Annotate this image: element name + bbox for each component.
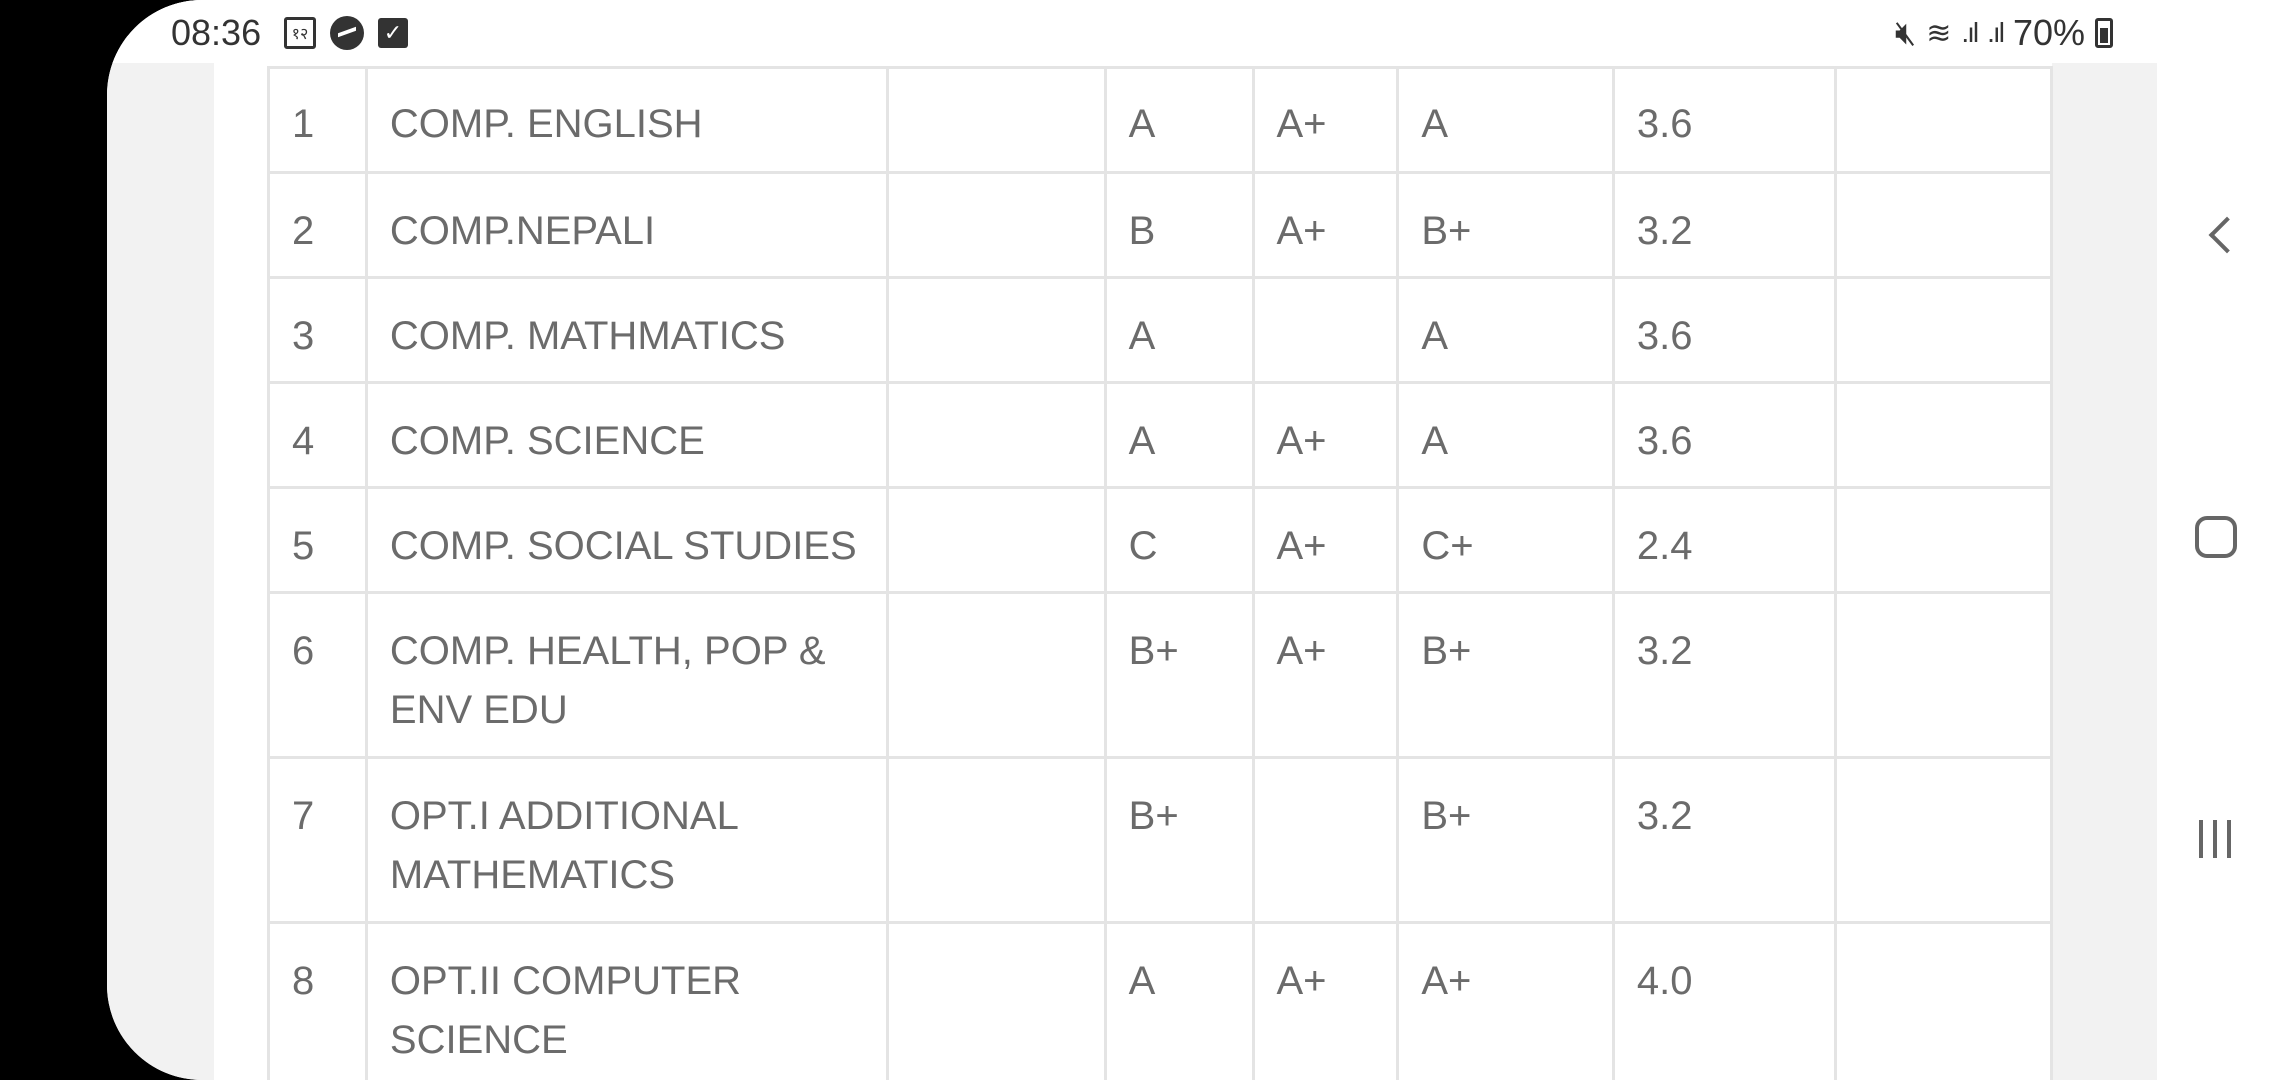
subject-cell: COMP. SCIENCE [364, 381, 890, 489]
status-right-icons: 🔇︎ ≋ .ıl .ıl 70% [1895, 12, 2113, 54]
results-table-body: 1 COMP. ENGLISH A A+ A 3.6 2 COMP.NEPALI B A+ B+ 3.… [267, 66, 2054, 1080]
serial-number-cell: 3 [267, 276, 368, 384]
final-grade-cell: A [1396, 381, 1615, 489]
table-row: 8 OPT.II COMPUTER SCIENCE A A+ A+ 4.0 [267, 921, 2054, 1080]
blank-cell [886, 921, 1107, 1080]
blank-cell [886, 381, 1107, 489]
navigation-bar [2157, 0, 2280, 1080]
theory-grade-cell: A [1103, 921, 1255, 1080]
theory-grade-cell: B+ [1103, 591, 1255, 759]
table-row: 2 COMP.NEPALI B A+ B+ 3.2 [267, 171, 2054, 279]
theory-grade-cell: A [1103, 381, 1255, 489]
serial-number-cell: 8 [267, 921, 368, 1080]
table-row: 1 COMP. ENGLISH A A+ A 3.6 [267, 66, 2054, 174]
phone-screen: 1 COMP. ENGLISH A A+ A 3.6 2 COMP.NEPALI B A+ B+ 3.… [107, 0, 2157, 1080]
subject-cell: COMP. SOCIAL STUDIES [364, 486, 890, 594]
grade-point-cell: 3.6 [1611, 276, 1837, 384]
grade-point-cell: 2.4 [1611, 486, 1837, 594]
battery-percent: 70% [2012, 12, 2085, 53]
final-grade-cell: B+ [1396, 756, 1615, 924]
grade-point-cell: 3.6 [1611, 66, 1837, 174]
practical-grade-cell [1251, 276, 1400, 384]
remarks-cell [1833, 66, 2054, 174]
mute-icon: 🔇︎ [1894, 13, 1917, 52]
signal-icon: .ıl [1987, 17, 2005, 48]
home-button[interactable] [2195, 516, 2237, 558]
theory-grade-cell: B+ [1103, 756, 1255, 924]
final-grade-cell: A [1396, 66, 1615, 174]
remarks-cell [1833, 921, 2054, 1080]
status-time: 08:36 [171, 12, 262, 53]
page-content: 1 COMP. ENGLISH A A+ A 3.6 2 COMP.NEPALI B A+ B+ 3.… [214, 0, 2054, 1080]
results-table: 1 COMP. ENGLISH A A+ A 3.6 2 COMP.NEPALI B A+ B+ 3.… [267, 66, 2054, 1080]
grade-point-cell: 3.2 [1611, 756, 1837, 924]
remarks-cell [1833, 756, 2054, 924]
practical-grade-cell [1251, 756, 1400, 924]
recents-button[interactable] [2199, 820, 2231, 858]
blank-cell [886, 756, 1107, 924]
blank-cell [886, 171, 1107, 279]
battery-icon [2095, 18, 2113, 48]
remarks-cell [1833, 171, 2054, 279]
table-row: 4 COMP. SCIENCE A A+ A 3.6 [267, 381, 2054, 489]
serial-number-cell: 7 [267, 756, 368, 924]
signal-icon: .ıl [1961, 17, 1979, 48]
table-row: 7 OPT.I ADDITIONAL MATHEMATICS B+ B+ 3.2 [267, 756, 2054, 924]
serial-number-cell: 2 [267, 171, 368, 279]
remarks-cell [1833, 276, 2054, 384]
serial-number-cell: 1 [267, 66, 368, 174]
subject-cell: COMP. HEALTH, POP & ENV EDU [364, 591, 890, 759]
subject-cell: COMP.NEPALI [364, 171, 890, 279]
blank-cell [886, 486, 1107, 594]
remarks-cell [1833, 486, 2054, 594]
blank-cell [886, 591, 1107, 759]
serial-number-cell: 5 [267, 486, 368, 594]
subject-cell: COMP. MATHMATICS [364, 276, 890, 384]
grade-point-cell: 3.6 [1611, 381, 1837, 489]
remarks-cell [1833, 591, 2054, 759]
status-bar: 08:36 १२ ✓ 🔇︎ ≋ .ıl .ıl 70% [107, 0, 2157, 63]
theory-grade-cell: B [1103, 171, 1255, 279]
back-button[interactable] [2206, 216, 2236, 256]
practical-grade-cell: A+ [1251, 591, 1400, 759]
final-grade-cell: C+ [1396, 486, 1615, 594]
final-grade-cell: A [1396, 276, 1615, 384]
grade-point-cell: 4.0 [1611, 921, 1837, 1080]
status-left-icons: १२ ✓ [284, 16, 408, 50]
checkbox-app-icon: ✓ [378, 18, 408, 48]
final-grade-cell: B+ [1396, 171, 1615, 279]
serial-number-cell: 4 [267, 381, 368, 489]
practical-grade-cell: A+ [1251, 66, 1400, 174]
messenger-icon [330, 16, 364, 50]
subject-cell: OPT.II COMPUTER SCIENCE [364, 921, 890, 1080]
grade-point-cell: 3.2 [1611, 171, 1837, 279]
grade-point-cell: 3.2 [1611, 591, 1837, 759]
table-row: 5 COMP. SOCIAL STUDIES C A+ C+ 2.4 [267, 486, 2054, 594]
subject-cell: COMP. ENGLISH [364, 66, 890, 174]
subject-cell: OPT.I ADDITIONAL MATHEMATICS [364, 756, 890, 924]
theory-grade-cell: C [1103, 486, 1255, 594]
table-row: 6 COMP. HEALTH, POP & ENV EDU B+ A+ B+ 3.2 [267, 591, 2054, 759]
practical-grade-cell: A+ [1251, 171, 1400, 279]
practical-grade-cell: A+ [1251, 381, 1400, 489]
browser-page: 1 COMP. ENGLISH A A+ A 3.6 2 COMP.NEPALI B A+ B+ 3.… [107, 0, 2157, 1080]
theory-grade-cell: A [1103, 276, 1255, 384]
wifi-icon: ≋ [1926, 16, 1952, 50]
blank-cell [886, 276, 1107, 384]
theory-grade-cell: A [1103, 66, 1255, 174]
news-app-icon: १२ [284, 17, 316, 49]
final-grade-cell: B+ [1396, 591, 1615, 759]
serial-number-cell: 6 [267, 591, 368, 759]
final-grade-cell: A+ [1396, 921, 1615, 1080]
table-row: 3 COMP. MATHMATICS A A 3.6 [267, 276, 2054, 384]
practical-grade-cell: A+ [1251, 921, 1400, 1080]
practical-grade-cell: A+ [1251, 486, 1400, 594]
remarks-cell [1833, 381, 2054, 489]
blank-cell [886, 66, 1107, 174]
